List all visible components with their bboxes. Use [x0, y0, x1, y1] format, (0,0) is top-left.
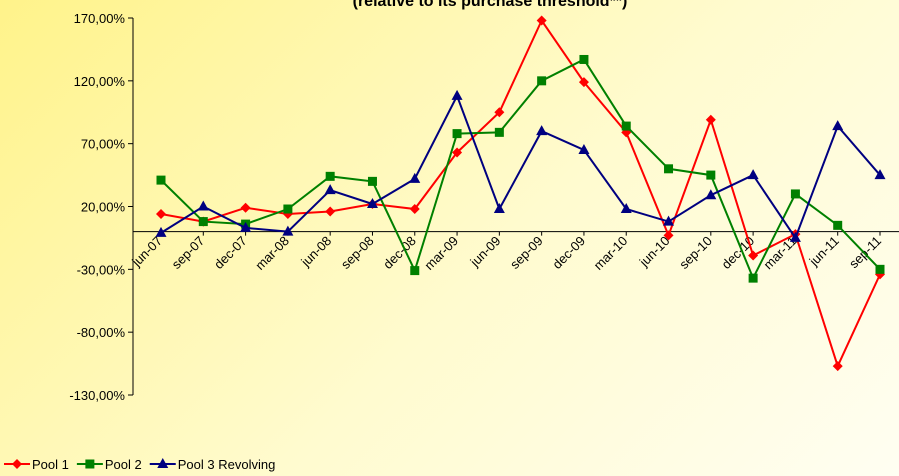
legend-marker: [85, 459, 95, 469]
marker: [578, 143, 590, 154]
marker: [832, 120, 844, 131]
marker: [494, 127, 504, 137]
marker: [748, 273, 758, 283]
x-tick-label: dec-07: [211, 233, 250, 272]
y-tick-label: 120,00%: [74, 74, 126, 89]
legend-marker: [12, 459, 22, 469]
y-tick-label: 70,00%: [81, 137, 126, 152]
marker: [324, 184, 336, 195]
marker: [875, 264, 885, 274]
chart-title: (relative to its purchase threshold**): [353, 0, 628, 10]
x-tick-label: jun-08: [297, 233, 334, 270]
marker: [832, 361, 843, 372]
x-tick-label: jun-07: [128, 233, 165, 270]
legend-label: Pool 2: [105, 457, 142, 472]
marker: [282, 225, 294, 236]
marker: [240, 202, 251, 213]
marker: [494, 107, 505, 118]
x-tick-label: dec-09: [549, 233, 588, 272]
marker: [621, 121, 631, 131]
marker: [366, 197, 378, 208]
marker: [748, 250, 759, 261]
marker: [197, 200, 209, 211]
x-tick-label: sep-10: [676, 233, 715, 272]
series-line: [160, 93, 881, 241]
marker: [663, 230, 674, 241]
marker: [578, 77, 589, 88]
marker: [705, 189, 717, 200]
x-tick-label: sep-07: [169, 233, 208, 272]
marker: [452, 129, 462, 139]
x-tick-label: sep-08: [338, 233, 377, 272]
marker: [620, 203, 632, 214]
marker: [451, 89, 463, 100]
legend-marker: [157, 458, 169, 468]
marker: [706, 170, 716, 180]
marker: [409, 172, 421, 183]
x-tick-label: jun-11: [806, 233, 842, 269]
marker: [367, 176, 377, 186]
marker: [536, 125, 548, 136]
x-tick-label: jun-09: [467, 233, 504, 270]
x-tick-label: sep-09: [507, 233, 546, 272]
series-line: [160, 18, 881, 369]
marker: [663, 215, 675, 226]
marker: [579, 54, 589, 64]
legend-label: Pool 3 Revolving: [178, 457, 276, 472]
x-tick-label: mar-08: [252, 233, 292, 273]
marker: [452, 147, 463, 158]
marker: [325, 171, 335, 181]
y-tick-label: 20,00%: [81, 200, 126, 215]
y-tick-label: 170,00%: [74, 11, 126, 26]
marker: [410, 266, 420, 276]
marker: [156, 209, 166, 220]
marker: [664, 164, 674, 174]
marker: [833, 220, 843, 230]
x-tick-label: mar-09: [421, 233, 461, 273]
marker: [198, 217, 208, 227]
marker: [493, 203, 505, 214]
marker: [409, 204, 420, 215]
marker: [240, 221, 252, 232]
series-line: [160, 58, 881, 281]
x-tick-label: mar-10: [591, 233, 631, 273]
marker: [155, 226, 167, 237]
marker: [156, 175, 166, 185]
y-tick-label: -80,00%: [77, 325, 126, 340]
marker: [789, 231, 801, 242]
marker: [747, 169, 759, 180]
marker: [537, 76, 547, 86]
y-tick-label: -130,00%: [69, 388, 125, 403]
marker: [790, 189, 800, 199]
marker: [874, 169, 886, 180]
legend-label: Pool 1: [32, 457, 69, 472]
marker: [536, 15, 547, 26]
marker: [283, 204, 293, 214]
marker: [705, 114, 716, 125]
marker: [325, 206, 336, 217]
y-tick-label: -30,00%: [77, 262, 126, 277]
